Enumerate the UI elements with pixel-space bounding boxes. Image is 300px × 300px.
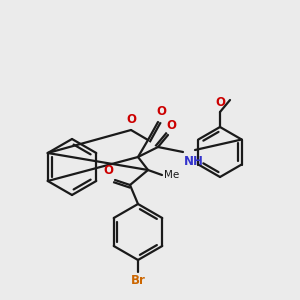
Text: O: O: [156, 105, 166, 118]
Text: Me: Me: [164, 170, 179, 180]
Text: O: O: [166, 119, 176, 132]
Text: O: O: [103, 164, 113, 177]
Text: NH: NH: [184, 155, 204, 168]
Text: O: O: [215, 96, 225, 109]
Text: O: O: [126, 113, 136, 126]
Text: Br: Br: [130, 274, 146, 287]
